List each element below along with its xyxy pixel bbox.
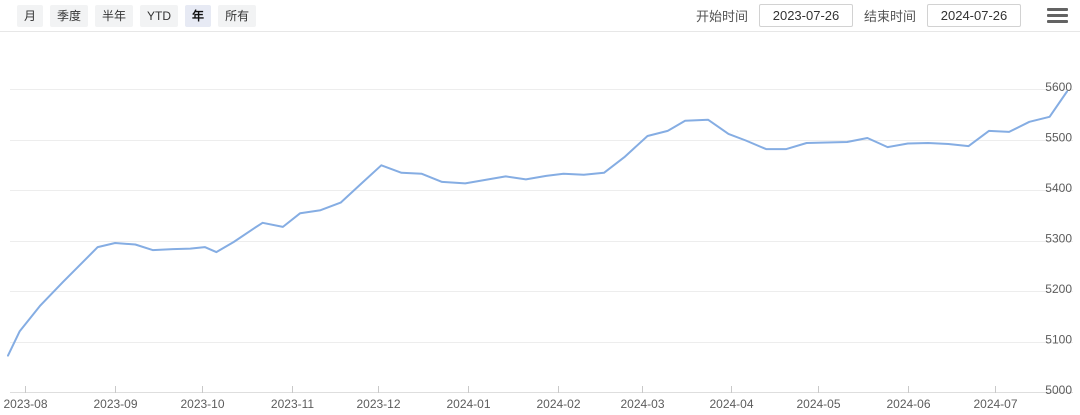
x-axis-label: 2023-10: [180, 397, 224, 411]
x-axis-label: 2024-01: [446, 397, 490, 411]
y-axis-label: 5600: [1045, 80, 1072, 94]
x-axis-label: 2023-09: [93, 397, 137, 411]
y-axis-label: 5400: [1045, 181, 1072, 195]
start-date-input[interactable]: [758, 4, 853, 27]
x-axis-label: 2024-06: [886, 397, 930, 411]
y-axis-label: 5500: [1045, 131, 1072, 145]
x-axis-label: 2024-05: [796, 397, 840, 411]
range-button-all[interactable]: 所有: [218, 4, 257, 27]
range-button-quarter[interactable]: 季度: [50, 4, 89, 27]
line-chart[interactable]: 5000 5100 5200 5300 5400 5500 5600 2023-08 2023-…: [0, 33, 1080, 415]
x-axis-label: 2024-07: [973, 397, 1017, 411]
y-axis-label: 5100: [1045, 333, 1072, 347]
menu-button[interactable]: [1047, 6, 1068, 25]
date-controls: 开始时间 结束时间: [696, 4, 1068, 27]
x-axis-label: 2024-04: [709, 397, 753, 411]
x-axis-label: 2024-02: [536, 397, 580, 411]
y-axis-label: 5200: [1045, 282, 1072, 296]
chart-canvas: 5000 5100 5200 5300 5400 5500 5600 2023-08 2023-…: [3, 80, 1073, 411]
end-time-label: 结束时间: [863, 9, 916, 24]
range-button-year[interactable]: 年: [185, 4, 212, 27]
x-axis-label: 2023-12: [356, 397, 400, 411]
start-time-label: 开始时间: [695, 9, 748, 24]
x-axis-label: 2023-11: [271, 397, 314, 411]
y-axis-label: 5300: [1045, 232, 1072, 246]
x-axis-label: 2024-03: [620, 397, 664, 411]
price-line-series: [7, 90, 1068, 357]
range-button-half-year[interactable]: 半年: [95, 4, 134, 27]
range-selector: 月季度 半年 YTD 年所有: [17, 4, 257, 27]
y-axis-label: 5000: [1045, 383, 1072, 397]
end-date-input[interactable]: [927, 4, 1021, 27]
x-axis-label: 2023-08: [3, 397, 47, 411]
range-button-ytd[interactable]: YTD: [140, 4, 179, 27]
range-button-month[interactable]: 月: [17, 4, 44, 27]
